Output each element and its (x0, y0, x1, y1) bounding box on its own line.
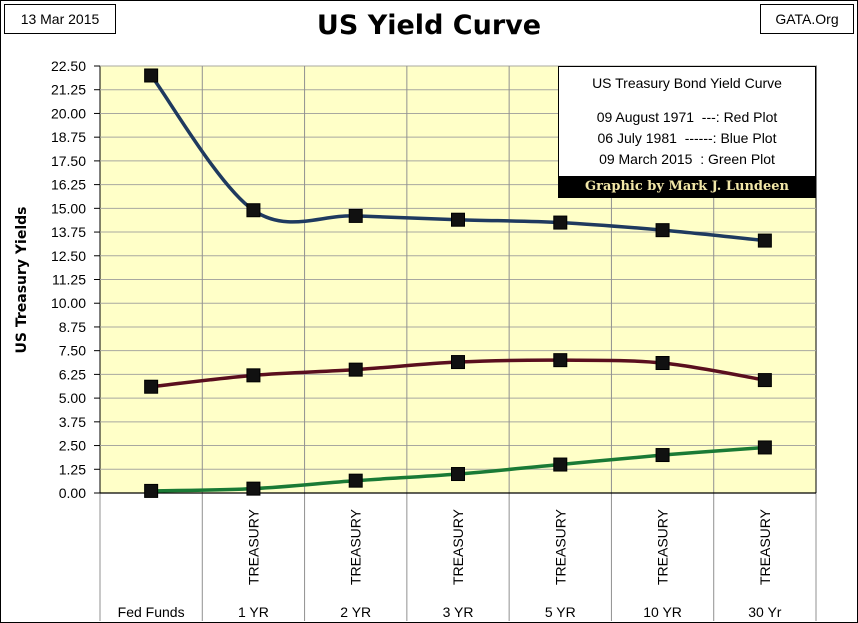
legend-entry-1981: 06 July 1981 ------: Blue Plot (597, 130, 777, 146)
series-lines (144, 68, 772, 498)
y-tick-label: 0.00 (59, 485, 86, 501)
data-point-marker (144, 379, 159, 394)
y-tick-label: 16.25 (51, 177, 86, 193)
legend-box: US Treasury Bond Yield Curve 09 August 1… (558, 66, 816, 178)
x-category-sublabel: TREASURY (552, 508, 568, 585)
data-point-marker (348, 473, 363, 488)
x-axis-categories: Fed Funds 1 YR TREASURY 2 YR TREASURY 3 YR TRE… (118, 508, 782, 620)
y-tick-label: 11.25 (52, 272, 86, 288)
y-tick-label: 15.00 (51, 200, 86, 216)
y-tick-label: 5.00 (59, 390, 86, 406)
data-point-marker (757, 440, 772, 455)
y-tick-label: 6.25 (59, 366, 86, 382)
y-axis-ticks: 0.00 1.25 2.50 3.75 5.00 6.25 7.50 8.75 10.00 11.… (51, 58, 100, 501)
x-category-sublabel: TREASURY (245, 508, 261, 585)
x-category-label: Fed Funds (118, 604, 185, 620)
data-point-marker (451, 355, 465, 370)
source-label: GATA.Org (760, 4, 854, 34)
legend-entry-1971: 09 August 1971 ---: Red Plot (596, 109, 778, 125)
y-tick-label: 22.50 (51, 58, 86, 74)
x-category-label: 30 Yr (748, 604, 782, 620)
x-category-sublabel: TREASURY (450, 508, 466, 585)
chart-title: US Yield Curve (316, 10, 542, 41)
data-point-marker (451, 212, 465, 227)
y-tick-label: 3.75 (59, 414, 86, 430)
data-point-marker (757, 373, 772, 388)
data-point-marker (246, 203, 261, 218)
credit-banner: Graphic by Mark J. Lundeen (558, 176, 816, 198)
data-point-marker (553, 457, 568, 472)
x-category-label: 10 YR (643, 604, 682, 620)
x-category-sublabel: TREASURY (348, 508, 364, 585)
data-point-marker (757, 233, 772, 248)
y-tick-label: 1.25 (59, 461, 86, 477)
y-tick-label: 13.75 (51, 224, 86, 240)
data-point-marker (655, 223, 670, 238)
y-tick-label: 21.25 (51, 82, 86, 98)
data-point-marker (451, 467, 465, 482)
legend-entry-2015: 09 March 2015 : Green Plot (599, 151, 775, 167)
data-point-marker (655, 448, 670, 463)
data-point-marker (348, 208, 363, 223)
y-tick-label: 2.50 (59, 438, 86, 454)
x-category-sublabel: TREASURY (757, 508, 773, 585)
y-tick-label: 20.00 (51, 105, 86, 121)
y-tick-label: 18.75 (51, 129, 86, 145)
x-category-label: 3 YR (443, 604, 474, 620)
y-tick-label: 7.50 (59, 343, 86, 359)
x-category-label: 5 YR (545, 604, 576, 620)
y-tick-label: 10.00 (51, 295, 86, 311)
legend-title: US Treasury Bond Yield Curve (592, 75, 782, 91)
y-tick-label: 12.50 (51, 248, 86, 264)
data-point-marker (553, 215, 568, 230)
x-category-label: 1 YR (238, 604, 269, 620)
data-point-marker (246, 481, 261, 496)
data-point-marker (144, 483, 159, 498)
y-axis-label: US Treasury Yields (14, 207, 30, 354)
x-category-label: 2 YR (340, 604, 371, 620)
y-tick-label: 8.75 (59, 319, 86, 335)
x-category-sublabel: TREASURY (655, 508, 671, 585)
data-point-marker (144, 68, 159, 83)
data-point-marker (553, 353, 568, 368)
data-point-marker (655, 356, 670, 371)
y-tick-label: 17.50 (51, 153, 86, 169)
data-point-marker (348, 362, 363, 377)
data-point-marker (246, 368, 261, 383)
date-label: 13 Mar 2015 (4, 4, 116, 34)
